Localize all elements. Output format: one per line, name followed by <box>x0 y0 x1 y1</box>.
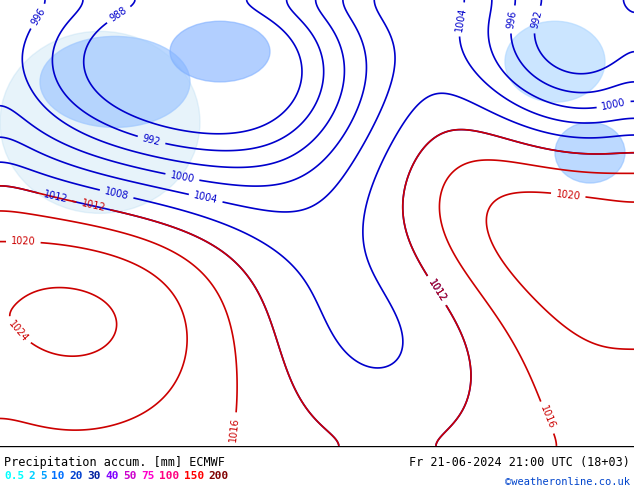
Text: 996: 996 <box>506 9 519 29</box>
Text: 100: 100 <box>160 471 180 481</box>
Text: 992: 992 <box>141 133 162 147</box>
Text: Precipitation accum. [mm] ECMWF: Precipitation accum. [mm] ECMWF <box>4 456 225 469</box>
Text: 996: 996 <box>29 6 47 27</box>
Text: 30: 30 <box>87 471 101 481</box>
Text: 1012: 1012 <box>426 277 448 304</box>
Text: 1004: 1004 <box>193 191 219 206</box>
Text: 992: 992 <box>529 9 543 29</box>
Text: 0.5: 0.5 <box>4 471 24 481</box>
Ellipse shape <box>555 122 625 183</box>
Text: 988: 988 <box>108 5 129 24</box>
Ellipse shape <box>505 21 605 102</box>
Text: 1016: 1016 <box>538 404 557 431</box>
Text: 1008: 1008 <box>103 186 130 202</box>
Text: 75: 75 <box>141 471 155 481</box>
Text: 1020: 1020 <box>555 189 581 201</box>
Text: ©weatheronline.co.uk: ©weatheronline.co.uk <box>505 477 630 487</box>
Ellipse shape <box>0 31 200 213</box>
Text: 1016: 1016 <box>228 417 240 442</box>
Text: Fr 21-06-2024 21:00 UTC (18+03): Fr 21-06-2024 21:00 UTC (18+03) <box>409 456 630 469</box>
Text: 1000: 1000 <box>600 97 626 112</box>
Text: 1012: 1012 <box>80 198 107 214</box>
Text: 1012: 1012 <box>426 277 448 304</box>
Text: 1000: 1000 <box>169 170 195 184</box>
Text: 1012: 1012 <box>42 190 68 205</box>
Text: 150: 150 <box>184 471 204 481</box>
Ellipse shape <box>40 36 190 127</box>
Text: 40: 40 <box>105 471 119 481</box>
Text: 50: 50 <box>124 471 137 481</box>
Text: 2: 2 <box>29 471 36 481</box>
Text: 1024: 1024 <box>6 318 30 343</box>
Text: 20: 20 <box>70 471 83 481</box>
Text: 5: 5 <box>40 471 47 481</box>
Ellipse shape <box>170 21 270 82</box>
Text: 10: 10 <box>51 471 65 481</box>
Text: 1020: 1020 <box>11 237 36 247</box>
Text: 1004: 1004 <box>454 6 468 32</box>
Text: 200: 200 <box>209 471 229 481</box>
